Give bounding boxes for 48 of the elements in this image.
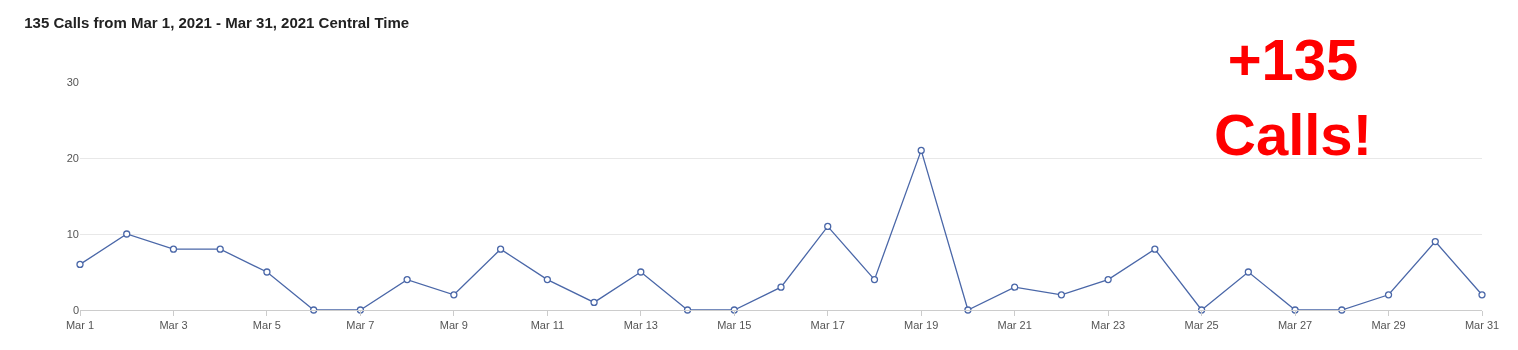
point [1244,268,1252,276]
point [917,146,925,155]
point [1338,306,1346,314]
x-tick-label: Mar 17 [810,319,845,332]
y-tick-label: 0 [72,303,79,316]
point [824,222,832,231]
point [403,275,411,284]
point [964,306,972,314]
x-tick-label: Mar 25 [1184,319,1219,332]
point [777,283,785,291]
point [870,275,879,284]
x-tick-label: Mar 21 [997,319,1032,332]
point [1384,291,1393,299]
point [169,245,178,253]
x-tick-label: Mar 31 [1464,319,1500,332]
x-tick-label: Mar 5 [252,319,281,332]
y-tick-label: 30 [66,75,79,88]
x-tick-label: Mar 3 [159,319,188,332]
x-tick-label: Mar 23 [1091,319,1126,332]
y-tick-label: 10 [66,227,79,240]
point [543,275,551,284]
point [1151,245,1159,253]
point [1011,283,1019,291]
point [216,245,224,253]
point [590,298,598,307]
x-tick-label: Mar 13 [623,319,658,332]
point [1478,291,1486,299]
chart-title: 135 Calls from Mar 1, 2021 - Mar 31, 2021 Central Time [24,14,410,31]
x-tick-label: Mar 27 [1277,319,1313,332]
point [123,230,131,238]
point [1431,237,1439,246]
point [76,260,84,269]
point [496,245,505,253]
point [1057,291,1066,299]
point [637,268,645,276]
annotation: +135 Calls! [1214,27,1372,168]
point [310,306,318,314]
point [450,291,458,299]
x-tick-label: Mar 29 [1371,319,1406,332]
x-tick-label: Mar 7 [346,319,375,332]
y-tick-label: 20 [66,151,79,164]
x-tick-label: Mar 19 [904,319,939,332]
x-tick-label: Mar 11 [530,319,565,332]
x-tick-label: Mar 1 [65,319,95,332]
point [1104,275,1112,284]
x-tick-label: Mar 15 [717,319,752,332]
point [263,268,271,276]
x-tick-label: Mar 9 [439,319,468,332]
